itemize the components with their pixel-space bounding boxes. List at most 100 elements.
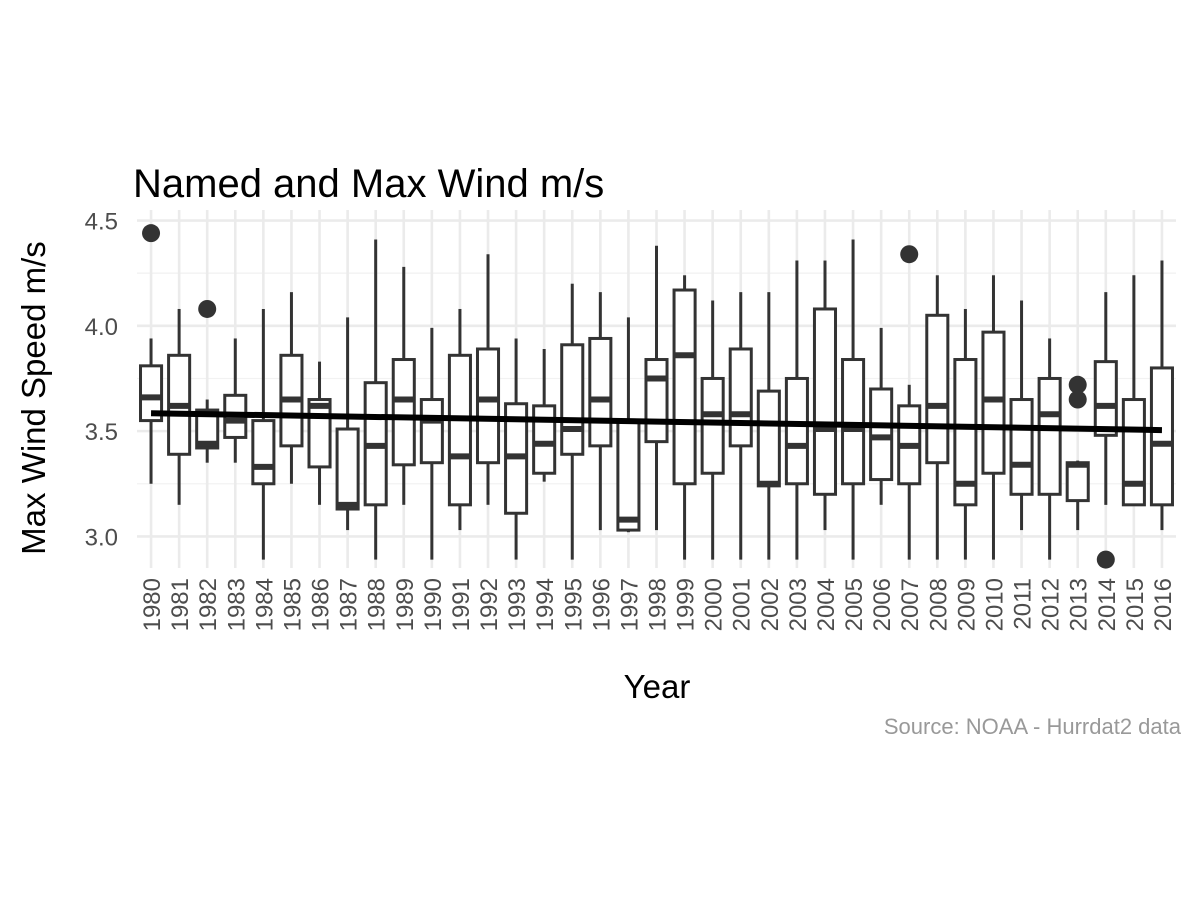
box-rect	[1121, 398, 1146, 507]
box-rect	[475, 347, 501, 465]
x-tick-label: 1988	[364, 578, 391, 631]
outlier-point	[900, 245, 919, 264]
box-1984	[251, 308, 276, 560]
x-tick-label: 1992	[476, 578, 503, 631]
boxes-layer	[139, 224, 1174, 569]
box-rect	[419, 398, 444, 465]
box-rect	[532, 404, 557, 475]
box-rect	[812, 307, 838, 496]
x-tick-label: 1981	[167, 578, 194, 631]
box-rect	[1009, 398, 1034, 496]
box-2000	[700, 300, 725, 560]
x-tick-label: 1997	[616, 578, 643, 631]
x-tick-label: 2005	[841, 578, 868, 631]
box-rect	[1093, 360, 1118, 437]
y-tick-label: 4.5	[85, 209, 118, 236]
y-tick-label: 4.0	[85, 314, 118, 341]
box-1998	[644, 245, 669, 531]
x-tick-label: 1985	[279, 578, 306, 631]
outlier-point	[1096, 550, 1115, 569]
box-rect	[784, 376, 809, 486]
box-rect	[195, 408, 220, 450]
x-tick-label: 2010	[981, 578, 1008, 631]
box-1996	[588, 292, 613, 531]
box-rect	[672, 288, 697, 486]
box-rect	[251, 419, 276, 486]
box-rect	[335, 427, 360, 511]
x-tick-label: 2008	[925, 578, 952, 631]
x-tick-label: 2004	[813, 578, 840, 631]
box-1991	[447, 308, 472, 531]
box-rect	[925, 313, 950, 465]
x-tick-label: 2014	[1094, 578, 1121, 631]
box-2003	[784, 260, 809, 560]
x-tick-label: 2007	[897, 578, 924, 631]
box-rect	[869, 387, 894, 482]
box-2002	[756, 292, 781, 560]
box-2013	[1065, 375, 1090, 531]
x-tick-label: 1995	[560, 578, 587, 631]
y-tick-labels: 3.0 3.5 4.0 4.5	[85, 209, 118, 552]
box-2006	[869, 327, 894, 505]
box-rect	[1149, 366, 1174, 507]
box-1982	[195, 299, 220, 463]
x-tick-label: 2000	[701, 578, 728, 631]
box-2011	[1009, 300, 1034, 531]
x-tick-label: 2002	[757, 578, 784, 631]
x-tick-label: 1996	[588, 578, 615, 631]
box-rect	[841, 358, 866, 486]
chart-title: Named and Max Wind m/s	[133, 162, 604, 206]
x-tick-label: 1980	[139, 578, 166, 631]
outlier-point	[198, 299, 217, 318]
x-tick-label: 2013	[1066, 578, 1093, 631]
box-2009	[953, 308, 978, 560]
x-tick-label: 2016	[1150, 578, 1177, 631]
box-1999	[672, 275, 697, 560]
box-2005	[841, 239, 866, 560]
x-tick-label: 1998	[645, 578, 672, 631]
box-rect	[1065, 461, 1090, 503]
x-tick-label: 1989	[392, 578, 419, 631]
box-1994	[532, 348, 557, 482]
box-rect	[139, 364, 164, 423]
x-tick-label: 2006	[869, 578, 896, 631]
box-1993	[504, 338, 529, 560]
box-rect	[588, 336, 613, 448]
x-tick-label: 1991	[448, 578, 475, 631]
box-1995	[560, 283, 585, 560]
box-1997	[616, 317, 641, 533]
x-tick-label: 2012	[1038, 578, 1065, 631]
x-tick-label: 1984	[251, 578, 278, 631]
x-axis-title: Year	[624, 668, 691, 705]
box-rect	[616, 419, 641, 532]
box-2016	[1149, 260, 1174, 531]
box-1983	[223, 338, 248, 463]
box-1980	[139, 224, 164, 484]
box-2010	[981, 275, 1006, 560]
box-rect	[981, 330, 1006, 475]
box-1988	[363, 239, 388, 560]
outlier-point	[142, 224, 161, 243]
box-1992	[475, 254, 501, 505]
x-tick-label: 1993	[504, 578, 531, 631]
box-rect	[728, 347, 753, 448]
y-axis-title: Max Wind Speed m/s	[15, 241, 52, 555]
box-2014	[1093, 292, 1118, 569]
box-2004	[812, 260, 838, 531]
x-tick-labels: 1980 1981 1982 1983 1984 1985 1986 1987 1988 1989…	[139, 578, 1177, 631]
x-tick-label: 1990	[420, 578, 447, 631]
box-1987	[335, 317, 360, 531]
x-tick-label: 1982	[195, 578, 222, 631]
box-rect	[1037, 376, 1062, 496]
outlier-point	[1068, 390, 1087, 409]
x-tick-label: 2015	[1122, 578, 1149, 631]
y-tick-label: 3.5	[85, 419, 118, 446]
box-rect	[447, 353, 472, 507]
box-rect	[560, 343, 585, 456]
x-tick-label: 1999	[673, 578, 700, 631]
box-rect	[756, 389, 781, 488]
box-1989	[391, 266, 416, 505]
x-tick-label: 2003	[785, 578, 812, 631]
box-2012	[1037, 338, 1062, 560]
